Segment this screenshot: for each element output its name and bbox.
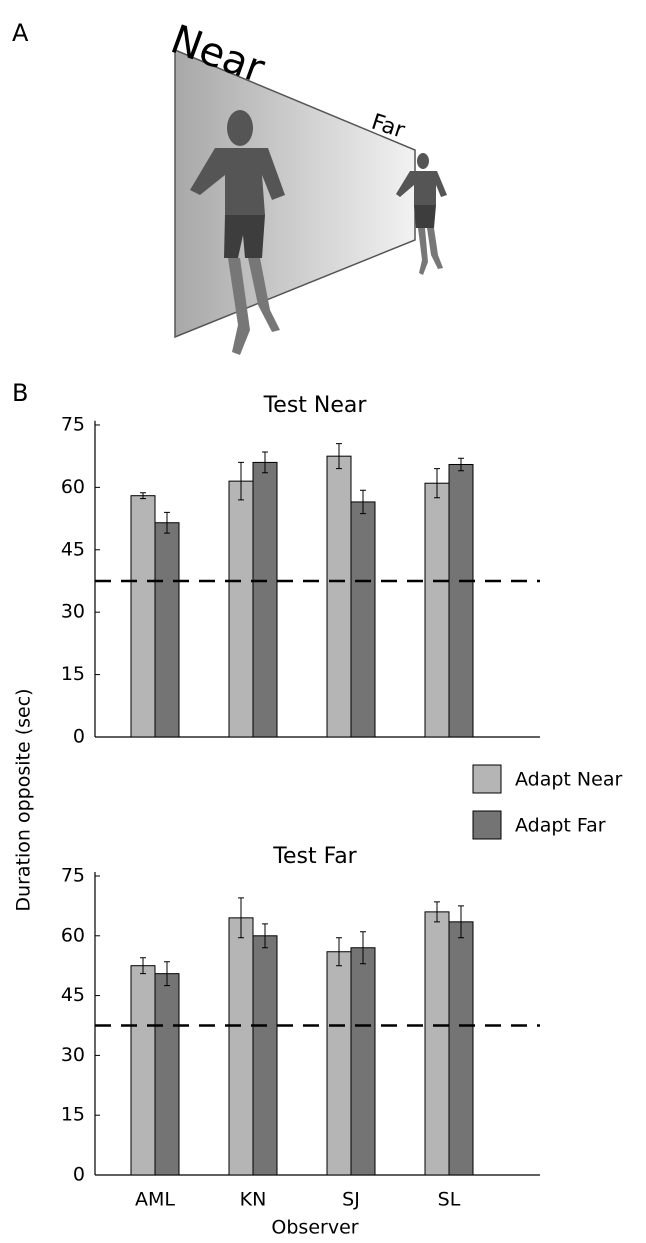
x-tick-label: SL (438, 1189, 461, 1211)
x-tick-label: KN (240, 1189, 267, 1211)
legend-swatch (473, 765, 501, 793)
bar (155, 974, 179, 1175)
y-tick-label: 75 (61, 864, 85, 886)
y-axis-label: Duration opposite (sec) (13, 688, 35, 911)
depth-plane (175, 50, 415, 337)
bar (131, 496, 155, 737)
legend-label: Adapt Far (515, 815, 606, 837)
legend-swatch (473, 811, 501, 839)
bar (155, 523, 179, 737)
panel-label: B (12, 379, 28, 407)
y-tick-label: 45 (61, 538, 85, 560)
y-tick-label: 75 (61, 413, 85, 435)
bar (229, 918, 253, 1175)
chart-title: Test Far (272, 844, 357, 869)
figure: A Near Far B Test Near01530456075Adapt N… (0, 0, 646, 1243)
x-tick-label: AML (135, 1189, 175, 1211)
bar (327, 456, 351, 737)
y-tick-label: 0 (73, 726, 85, 748)
y-tick-label: 60 (61, 924, 85, 946)
y-tick-label: 15 (61, 663, 85, 685)
x-tick-label: SJ (342, 1189, 360, 1211)
y-tick-label: 60 (61, 476, 85, 498)
panel-label: A (12, 19, 29, 47)
bar (327, 952, 351, 1175)
x-axis-label: Observer (271, 1217, 358, 1239)
y-tick-label: 0 (73, 1164, 85, 1186)
y-tick-label: 45 (61, 984, 85, 1006)
y-tick-label: 15 (61, 1104, 85, 1126)
bar (253, 462, 277, 737)
bar (229, 481, 253, 737)
bar (449, 464, 473, 737)
bar (351, 948, 375, 1175)
bar (253, 936, 277, 1175)
bar (449, 922, 473, 1175)
bar (351, 502, 375, 737)
y-tick-label: 30 (61, 1044, 85, 1066)
y-tick-label: 30 (61, 601, 85, 623)
chart-title: Test Near (263, 393, 368, 418)
bar (425, 483, 449, 737)
legend-label: Adapt Near (515, 769, 622, 791)
bar (131, 966, 155, 1175)
bar (425, 912, 449, 1175)
